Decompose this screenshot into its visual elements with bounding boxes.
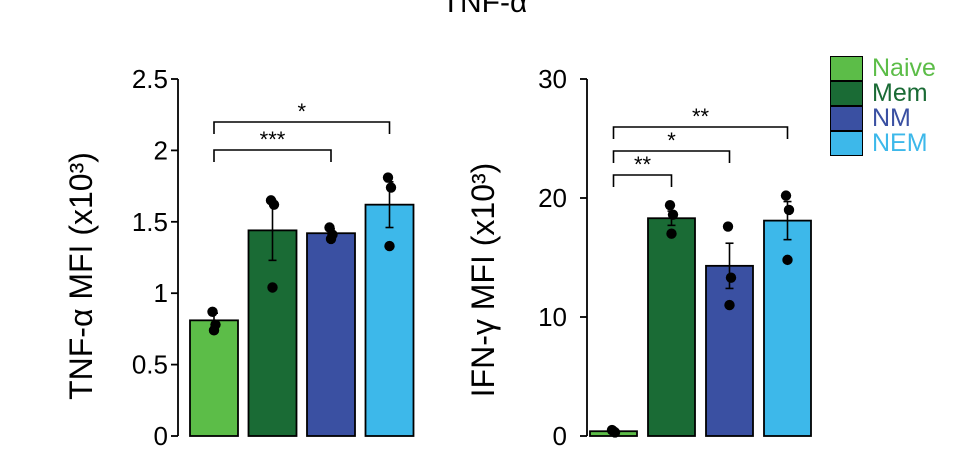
panel2-data-point	[608, 426, 619, 437]
legend-swatch-mem	[830, 80, 863, 106]
figure-title: TNF-α	[441, 0, 528, 19]
panel1-data-point	[207, 306, 218, 317]
panel2-data-point	[666, 228, 677, 239]
panel2-data-point	[664, 199, 676, 211]
legend-swatch-nem	[830, 130, 863, 156]
panel1-y-tick-label: 2.5	[132, 64, 168, 94]
panel2-data-point	[783, 204, 795, 216]
legend: Naive Mem NM NEM	[830, 54, 936, 157]
panel1-data-point	[384, 240, 395, 252]
panel1-significance-bracket	[213, 121, 391, 134]
legend-item-nm: NM	[830, 104, 936, 132]
panel1-bar-nem	[364, 203, 415, 437]
panel1-bar-nm	[306, 232, 356, 437]
panel2-data-point	[724, 299, 735, 311]
panel2-significance-label: *	[667, 128, 676, 153]
panel1-data-point	[382, 172, 394, 183]
panel2-y-tick-label: 20	[538, 183, 567, 213]
panel1-y-axis-label: TNF-α MFI (x10³)	[63, 152, 99, 400]
panel2-y-tick-label: 10	[538, 302, 567, 332]
panel2-data-point	[782, 254, 793, 266]
panel2-significance-bracket	[612, 150, 731, 163]
legend-swatch-naive	[830, 55, 863, 81]
panel1-significance-label: ***	[260, 127, 286, 152]
legend-label-naive: Naive	[872, 54, 936, 82]
panel1-data-point	[208, 325, 220, 336]
legend-swatch-nm	[830, 105, 863, 131]
legend-label-mem: Mem	[872, 79, 928, 107]
legend-label-nem: NEM	[872, 129, 928, 157]
panel2-y-axis-label: IFN-γ MFI (x10³)	[465, 163, 501, 398]
panel1-bar-mem	[247, 229, 298, 437]
panel2-bar-mem	[647, 217, 696, 437]
panel1-bar-naive	[189, 319, 239, 437]
panel2-y-tick-label: 30	[538, 64, 567, 94]
panel1-data-point	[267, 282, 278, 293]
panel1-data-point	[268, 199, 280, 210]
panel2-data-point	[725, 272, 737, 283]
legend-item-nem: NEM	[830, 129, 936, 157]
panel1-y-tick-label: 1	[154, 278, 168, 308]
panel2-significance-bracket	[612, 174, 673, 187]
panel2-y-tick-label: 0	[553, 421, 567, 451]
panel1-y-tick-label: 1.5	[132, 207, 168, 237]
legend-item-naive: Naive	[830, 54, 936, 82]
panel1-y-tick-label: 0	[154, 421, 168, 451]
panel2-data-point	[667, 209, 679, 220]
panel2-significance-bracket	[612, 126, 789, 139]
panel1-data-point	[325, 233, 337, 245]
panel2-significance-label: **	[692, 104, 710, 129]
legend-item-mem: Mem	[830, 79, 936, 107]
panel2-bar-nm	[705, 264, 754, 437]
panel2-data-point	[722, 221, 734, 232]
panel1-y-tick-label: 0.5	[132, 350, 168, 380]
panel2-bar-nem	[763, 219, 812, 437]
panel1-significance-label: *	[297, 99, 306, 124]
panel2-data-point	[780, 190, 792, 201]
panel1-y-tick-label: 2	[154, 135, 168, 165]
panel1-significance-bracket	[213, 149, 332, 162]
legend-label-nm: NM	[872, 104, 911, 132]
panel2-significance-label: **	[634, 152, 652, 177]
panel1-data-point	[385, 182, 397, 193]
